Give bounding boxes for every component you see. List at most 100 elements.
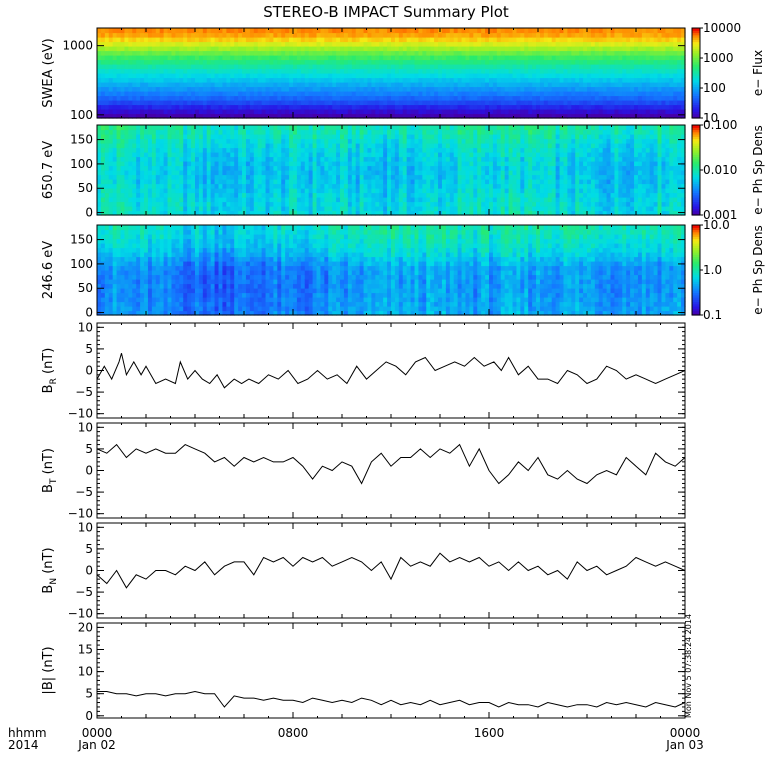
heatmap-cell [140,170,145,175]
heatmap-cell [540,33,545,38]
heatmap-cell [175,69,180,74]
heatmap-cell [422,134,427,139]
heatmap-cell [654,78,659,83]
heatmap-cell [434,125,439,130]
heatmap-cell [367,55,372,60]
heatmap-cell [411,87,416,92]
heatmap-cell [254,55,259,60]
heatmap-cell [113,179,118,184]
heatmap-cell [387,105,392,110]
heatmap-cell [658,51,663,56]
heatmap-cell [199,87,204,92]
heatmap-cell [148,152,153,157]
heatmap-cell [301,51,306,56]
heatmap-cell [415,157,420,162]
heatmap-cell [277,170,282,175]
heatmap-cell [603,37,608,42]
heatmap-cell [371,46,376,51]
heatmap-cell [258,130,263,135]
heatmap-cell [305,175,310,180]
heatmap-cell [250,157,255,162]
heatmap-cell [575,109,580,114]
heatmap-cell [458,55,463,60]
heatmap-cell [673,96,678,101]
heatmap-cell [313,170,318,175]
heatmap-cell [426,148,431,153]
heatmap-cell [207,78,212,83]
heatmap-cell [269,78,274,83]
heatmap-cell [422,161,427,166]
heatmap-cell [254,202,259,207]
heatmap-cell [493,69,498,74]
heatmap-cell [328,202,333,207]
heatmap-cell [371,64,376,69]
heatmap-cell [367,96,372,101]
heatmap-cell [97,202,102,207]
heatmap-cell [403,179,408,184]
heatmap-cell [124,69,129,74]
heatmap-cell [160,51,165,56]
heatmap-cell [540,78,545,83]
heatmap-cell [254,170,259,175]
heatmap-cell [442,184,447,189]
heatmap-cell [403,193,408,198]
heatmap-cell [105,46,110,51]
heatmap-cell [285,166,290,171]
heatmap-cell [156,91,161,96]
heatmap-cell [563,109,568,114]
heatmap-cell [289,202,294,207]
heatmap-cell [164,42,169,47]
heatmap-cell [454,157,459,162]
heatmap-cell [352,206,357,211]
heatmap-cell [301,28,306,33]
heatmap-cell [560,87,565,92]
heatmap-cell [195,60,200,65]
heatmap-cell [207,37,212,42]
heatmap-cell [375,202,380,207]
heatmap-cell [509,33,514,38]
heatmap-cell [411,175,416,180]
heatmap-cell [462,175,467,180]
heatmap-cell [203,148,208,153]
heatmap-cell [379,100,384,105]
heatmap-cell [238,139,243,144]
heatmap-cell [179,87,184,92]
heatmap-cell [128,109,133,114]
heatmap-cell [285,28,290,33]
heatmap-cell [101,143,106,148]
heatmap-cell [399,100,404,105]
heatmap-cell [121,202,126,207]
heatmap-cell [587,105,592,110]
heatmap-cell [536,37,541,42]
heatmap-cell [171,179,176,184]
heatmap-cell [426,42,431,47]
heatmap-cell [348,148,353,153]
heatmap-cell [336,170,341,175]
heatmap-cell [371,152,376,157]
heatmap-cell [317,130,322,135]
heatmap-cell [513,96,518,101]
heatmap-cell [418,143,423,148]
heatmap-cell [266,73,271,78]
heatmap-cell [273,69,278,74]
heatmap-cell [462,69,467,74]
heatmap-cell [403,188,408,193]
heatmap-cell [136,64,141,69]
heatmap-cell [222,69,227,74]
heatmap-cell [313,134,318,139]
heatmap-cell [528,96,533,101]
heatmap-cell [258,206,263,211]
heatmap-cell [418,157,423,162]
heatmap-cell [481,46,486,51]
heatmap-cell [140,152,145,157]
heatmap-cell [317,188,322,193]
heatmap-cell [101,55,106,60]
heatmap-cell [226,105,231,110]
heatmap-cell [364,148,369,153]
heatmap-cell [226,143,231,148]
heatmap-cell [144,193,149,198]
heatmap-cell [328,197,333,202]
heatmap-cell [332,96,337,101]
heatmap-cell [132,197,137,202]
